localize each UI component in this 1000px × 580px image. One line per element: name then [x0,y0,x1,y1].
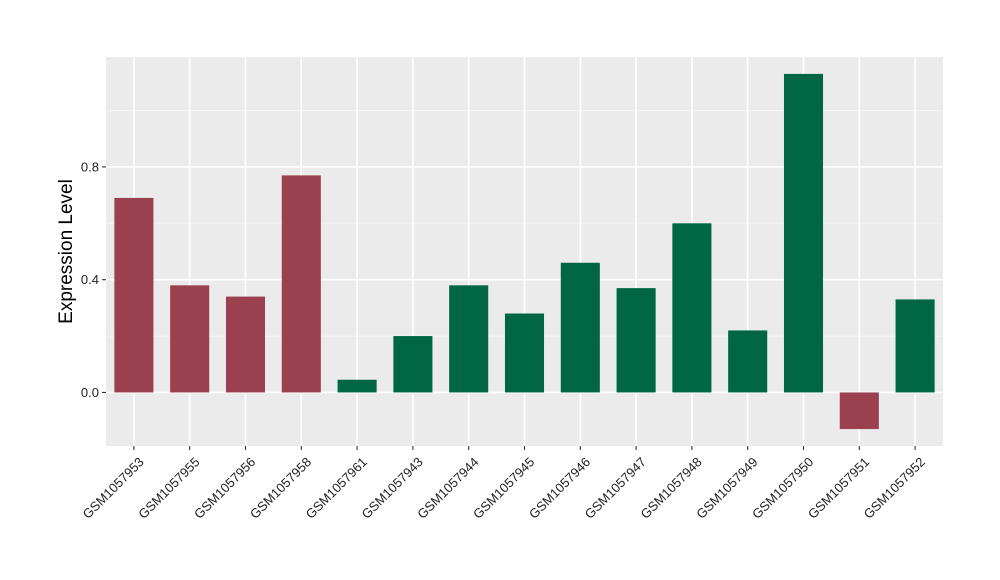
bar-GSM1057951 [839,392,879,430]
bar-GSM1057952 [895,299,935,393]
bar-GSM1057956 [225,296,266,393]
y-tick-label: 0.0 [81,385,99,400]
y-axis: 0.0 0.4 0.8 [81,159,106,400]
bar-GSM1057944 [449,285,489,393]
bar-GSM1057947 [616,288,656,393]
bar-GSM1057948 [672,223,712,393]
bar-GSM1057953 [114,197,154,393]
bar-GSM1057946 [560,262,600,393]
bar-GSM1057955 [170,285,210,393]
bar-GSM1057950 [783,73,824,393]
bar-GSM1057943 [393,336,433,393]
bar-GSM1057949 [728,330,768,393]
bar-GSM1057958 [281,175,321,393]
bar-GSM1057961 [337,379,377,393]
y-tick-label: 0.4 [81,272,99,287]
y-axis-title: Expression Level [56,179,77,324]
x-axis: GSM1057953GSM1057955GSM1057956GSM1057958… [79,446,928,522]
bars [114,73,935,430]
y-tick-label: 0.8 [81,159,99,174]
bar-GSM1057945 [504,313,545,393]
